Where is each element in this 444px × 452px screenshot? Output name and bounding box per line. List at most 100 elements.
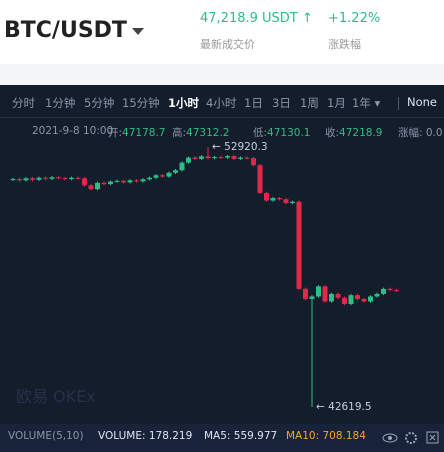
timeframe-tab[interactable]: 1年 ▾: [352, 96, 381, 110]
header: [0, 0, 444, 64]
candle-body: [238, 157, 243, 159]
change: +1.22%: [328, 11, 381, 26]
candle-body: [95, 182, 100, 190]
candle-body: [153, 175, 159, 178]
candle-body: [121, 180, 126, 183]
candle-body: [179, 162, 185, 171]
candle-body: [355, 295, 360, 299]
timeframe-tab[interactable]: 15分钟: [122, 96, 160, 110]
candle-body: [290, 201, 295, 204]
candle-body: [62, 178, 68, 180]
chart-panel: [0, 85, 444, 452]
info-label: 高:: [172, 127, 187, 139]
candle-body: [212, 157, 217, 159]
ma5: MA5: 559.977: [204, 430, 278, 442]
timeframe-tab[interactable]: 3日: [272, 96, 291, 110]
toolbar-separator: [398, 97, 399, 110]
info-label: 低:: [253, 127, 268, 139]
candle-body: [309, 296, 315, 299]
ma10: MA10: 708.184: [286, 430, 366, 442]
candle-body: [186, 157, 191, 163]
max-label: ← 52920.3: [212, 141, 268, 153]
candle-body: [394, 290, 399, 292]
candle-body: [192, 157, 198, 159]
candle-body: [381, 288, 386, 294]
info-time: 2021-9-8 10:00: [32, 125, 114, 137]
candle-body: [283, 199, 289, 204]
indicator[interactable]: VOLUME(5,10): [8, 430, 84, 442]
candle-body: [335, 293, 341, 298]
dropdown-icon[interactable]: [131, 27, 145, 37]
pair[interactable]: BTC/USDT: [4, 18, 127, 43]
candle-body: [43, 177, 48, 179]
candle-body: [361, 298, 367, 302]
candle-body: [88, 185, 94, 190]
info-change: 涨幅: 0.0: [398, 127, 443, 139]
candle-body: [36, 177, 42, 180]
price-caption: 最新成交价: [200, 38, 255, 51]
candle-body: [140, 179, 146, 182]
last-price: 47,218.9 USDT ↑: [200, 11, 313, 26]
candle-body: [199, 156, 204, 159]
candle-body: [387, 288, 393, 291]
footer: [0, 424, 444, 452]
change-caption: 涨跌幅: [328, 38, 361, 51]
candle-chart: 欧易 OKEx ← 52920.3 ← 42619.5: [10, 141, 399, 413]
candle-body: [166, 172, 172, 177]
info-value: 47312.2: [186, 127, 230, 139]
candle-body: [225, 156, 230, 158]
candle-body: [368, 296, 373, 302]
volume: VOLUME: 178.219: [98, 430, 193, 442]
candle-body: [30, 178, 35, 180]
candle-body: [173, 170, 178, 173]
candle-body: [244, 157, 250, 159]
separator: [0, 117, 444, 118]
info-label: 开:: [108, 127, 123, 139]
candle-body: [101, 182, 107, 185]
timeframe-tab[interactable]: None: [407, 95, 438, 109]
divider: [0, 64, 444, 85]
candle-body: [69, 177, 74, 180]
footer-icons[interactable]: [380, 428, 444, 448]
info-value: 47130.1: [267, 127, 311, 139]
candle-body: [277, 197, 282, 200]
candle-body: [108, 181, 113, 185]
candle-body: [329, 293, 334, 302]
timeframe-tab[interactable]: 4小时: [206, 96, 237, 110]
candle-body: [374, 293, 380, 297]
candle-body: [160, 175, 165, 177]
candle-body: [10, 179, 16, 181]
info-label: 收:: [325, 127, 340, 139]
timeframe-tab[interactable]: 1周: [300, 96, 319, 110]
candle-body: [270, 197, 276, 201]
candle-body: [303, 288, 308, 299]
watermark: 欧易 OKEx: [16, 387, 96, 406]
timeframe-tab[interactable]: 5分钟: [84, 96, 115, 110]
info-value: 47178.7: [122, 127, 166, 139]
candle-body: [342, 297, 347, 305]
timeframe-tab[interactable]: 分时: [12, 96, 35, 110]
timeframe-tab[interactable]: 1分钟: [45, 96, 76, 110]
candle-body: [82, 178, 87, 186]
timeframe-tab[interactable]: 1小时: [168, 96, 200, 110]
min-label: ← 42619.5: [316, 401, 372, 413]
timeframe-tab[interactable]: 1日: [244, 96, 263, 110]
candle-body: [114, 180, 120, 182]
candle-body: [296, 201, 302, 289]
timeframe-tab[interactable]: 1月: [327, 96, 346, 110]
candle-body: [316, 286, 321, 297]
candle-body: [49, 177, 55, 179]
candle-body: [257, 165, 263, 193]
candle-body: [231, 156, 237, 159]
candle-body: [322, 286, 328, 302]
candle-body: [75, 177, 81, 179]
candle-body: [264, 192, 269, 201]
candle-body: [134, 180, 139, 182]
candle-body: [147, 177, 152, 180]
candle-body: [127, 180, 133, 183]
candle-body: [348, 295, 354, 305]
candle-body: [251, 158, 256, 166]
candle-body: [23, 178, 29, 181]
